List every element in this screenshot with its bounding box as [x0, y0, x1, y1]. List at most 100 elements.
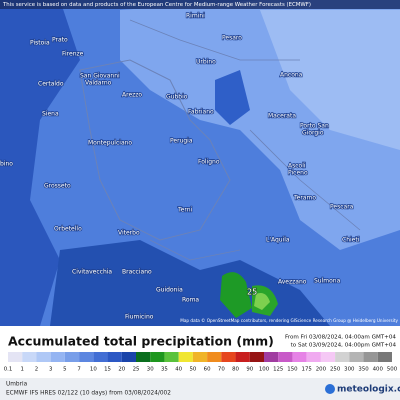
place-label: Civitavecchia: [72, 269, 112, 276]
legend-tick: 400: [373, 367, 384, 373]
footer: [0, 378, 400, 400]
place-label: Viterbo: [118, 230, 140, 237]
place-label: Pescara: [330, 204, 354, 211]
place-label: bino: [0, 161, 13, 168]
legend-tick: 10: [90, 367, 97, 373]
legend-swatch: [107, 352, 122, 362]
place-label: Macerata: [268, 113, 296, 120]
legend-swatch: [22, 352, 37, 362]
attribution: Map data © OpenStreetMap contributors, r…: [180, 318, 398, 323]
date-from: From Fri 03/08/2024, 04:00am GMT+04: [285, 335, 396, 341]
legend-swatch: [377, 352, 392, 362]
legend-swatch: [79, 352, 94, 362]
rain-area: [220, 272, 252, 318]
place-label: Firenze: [62, 51, 84, 58]
place-label: Porto San: [300, 123, 329, 130]
place-label: Siena: [42, 111, 59, 118]
legend-swatch: [150, 352, 165, 362]
legend-tick: 100: [259, 367, 270, 373]
site-link[interactable]: meteologix.com: [337, 385, 400, 395]
legend-tick: 7: [77, 367, 80, 373]
notice: This service is based on data and produc…: [2, 2, 311, 8]
place-label: Valdarno: [85, 80, 112, 87]
place-label: Urbino: [196, 59, 216, 66]
legend-tick: 40: [175, 367, 182, 373]
place-label: Sulmona: [314, 278, 341, 285]
place-label: Roma: [182, 297, 199, 304]
date-to: to Sat 03/09/2024, 04:00pm GMT+04: [291, 343, 397, 349]
legend-swatch: [335, 352, 350, 362]
place-label: Arezzo: [122, 92, 142, 99]
legend-swatch: [121, 352, 136, 362]
lighter-area: [260, 10, 400, 150]
place-label: Grosseto: [44, 183, 71, 190]
legend-swatch: [320, 352, 336, 362]
rain-area: [254, 293, 270, 310]
legend-swatch: [136, 352, 151, 362]
place-label: Teramo: [293, 195, 316, 202]
place-label: Ancona: [280, 72, 303, 79]
legend-tick: 60: [204, 367, 211, 373]
value-label: 25: [247, 288, 257, 297]
legend-tick: 500: [387, 367, 398, 373]
region-name: Umbria: [6, 382, 28, 388]
legend-tick: 250: [330, 367, 341, 373]
place-label: Rimini: [186, 13, 205, 20]
legend-tick: 70: [218, 367, 225, 373]
legend-tick: 125: [273, 367, 283, 373]
legend-swatch: [278, 352, 293, 362]
legend-swatch: [249, 352, 264, 362]
legend-tick: 300: [344, 367, 355, 373]
legend-swatch: [207, 352, 222, 362]
place-label: Perugia: [170, 138, 193, 145]
legend-swatch: [363, 352, 378, 362]
place-label: Gubbio: [166, 94, 188, 101]
place-label: San Giovanni: [80, 73, 120, 80]
place-label: Guidonia: [156, 287, 183, 294]
legend-swatch: [292, 352, 307, 362]
place-label: Fabriano: [188, 109, 214, 116]
dark-area: [215, 70, 250, 125]
legend-swatch: [50, 352, 65, 362]
legend-swatch: [349, 352, 364, 362]
legend-tick: 15: [104, 367, 111, 373]
place-label: Piceno: [288, 170, 308, 177]
legend-swatch: [36, 352, 51, 362]
legend-tick: 25: [133, 367, 140, 373]
legend-swatch: [264, 352, 279, 362]
region-border: [79, 59, 231, 241]
legend-tick: 350: [358, 367, 369, 373]
legend-swatch: [221, 352, 236, 362]
legend-tick: 150: [287, 367, 298, 373]
legend-tick: 200: [316, 367, 327, 373]
logo-icon: [325, 384, 335, 394]
legend-tick: 20: [118, 367, 125, 373]
place-label: Foligno: [198, 159, 220, 166]
legend-tick: 5: [63, 367, 66, 373]
legend-tick: 175: [302, 367, 312, 373]
place-label: Chieti: [342, 237, 360, 244]
legend-swatch: [93, 352, 108, 362]
legend-swatch: [8, 352, 23, 362]
place-label: Avezzano: [278, 279, 307, 286]
place-label: Pistoia: [30, 40, 50, 47]
notice-bar: [0, 0, 400, 9]
legend-tick: 3: [49, 367, 52, 373]
place-label: Fiumicino: [125, 314, 154, 321]
place-label: Pesaro: [222, 35, 242, 42]
place-label: Ascoli: [288, 163, 306, 170]
legend-title: Accumulated total precipitation (mm): [8, 334, 274, 349]
legend-tick: 90: [246, 367, 253, 373]
place-label: Terni: [177, 207, 193, 214]
place-label: Certaldo: [38, 81, 64, 88]
legend-swatch: [192, 352, 208, 362]
legend-tick: 2: [35, 367, 38, 373]
legend-swatch: [178, 352, 193, 362]
region-border: [129, 19, 361, 261]
legend-tick: 1: [21, 367, 24, 373]
legend-swatch: [64, 352, 80, 362]
legend-swatch: [235, 352, 250, 362]
dark-area: [0, 0, 80, 326]
legend-swatch: [306, 352, 321, 362]
